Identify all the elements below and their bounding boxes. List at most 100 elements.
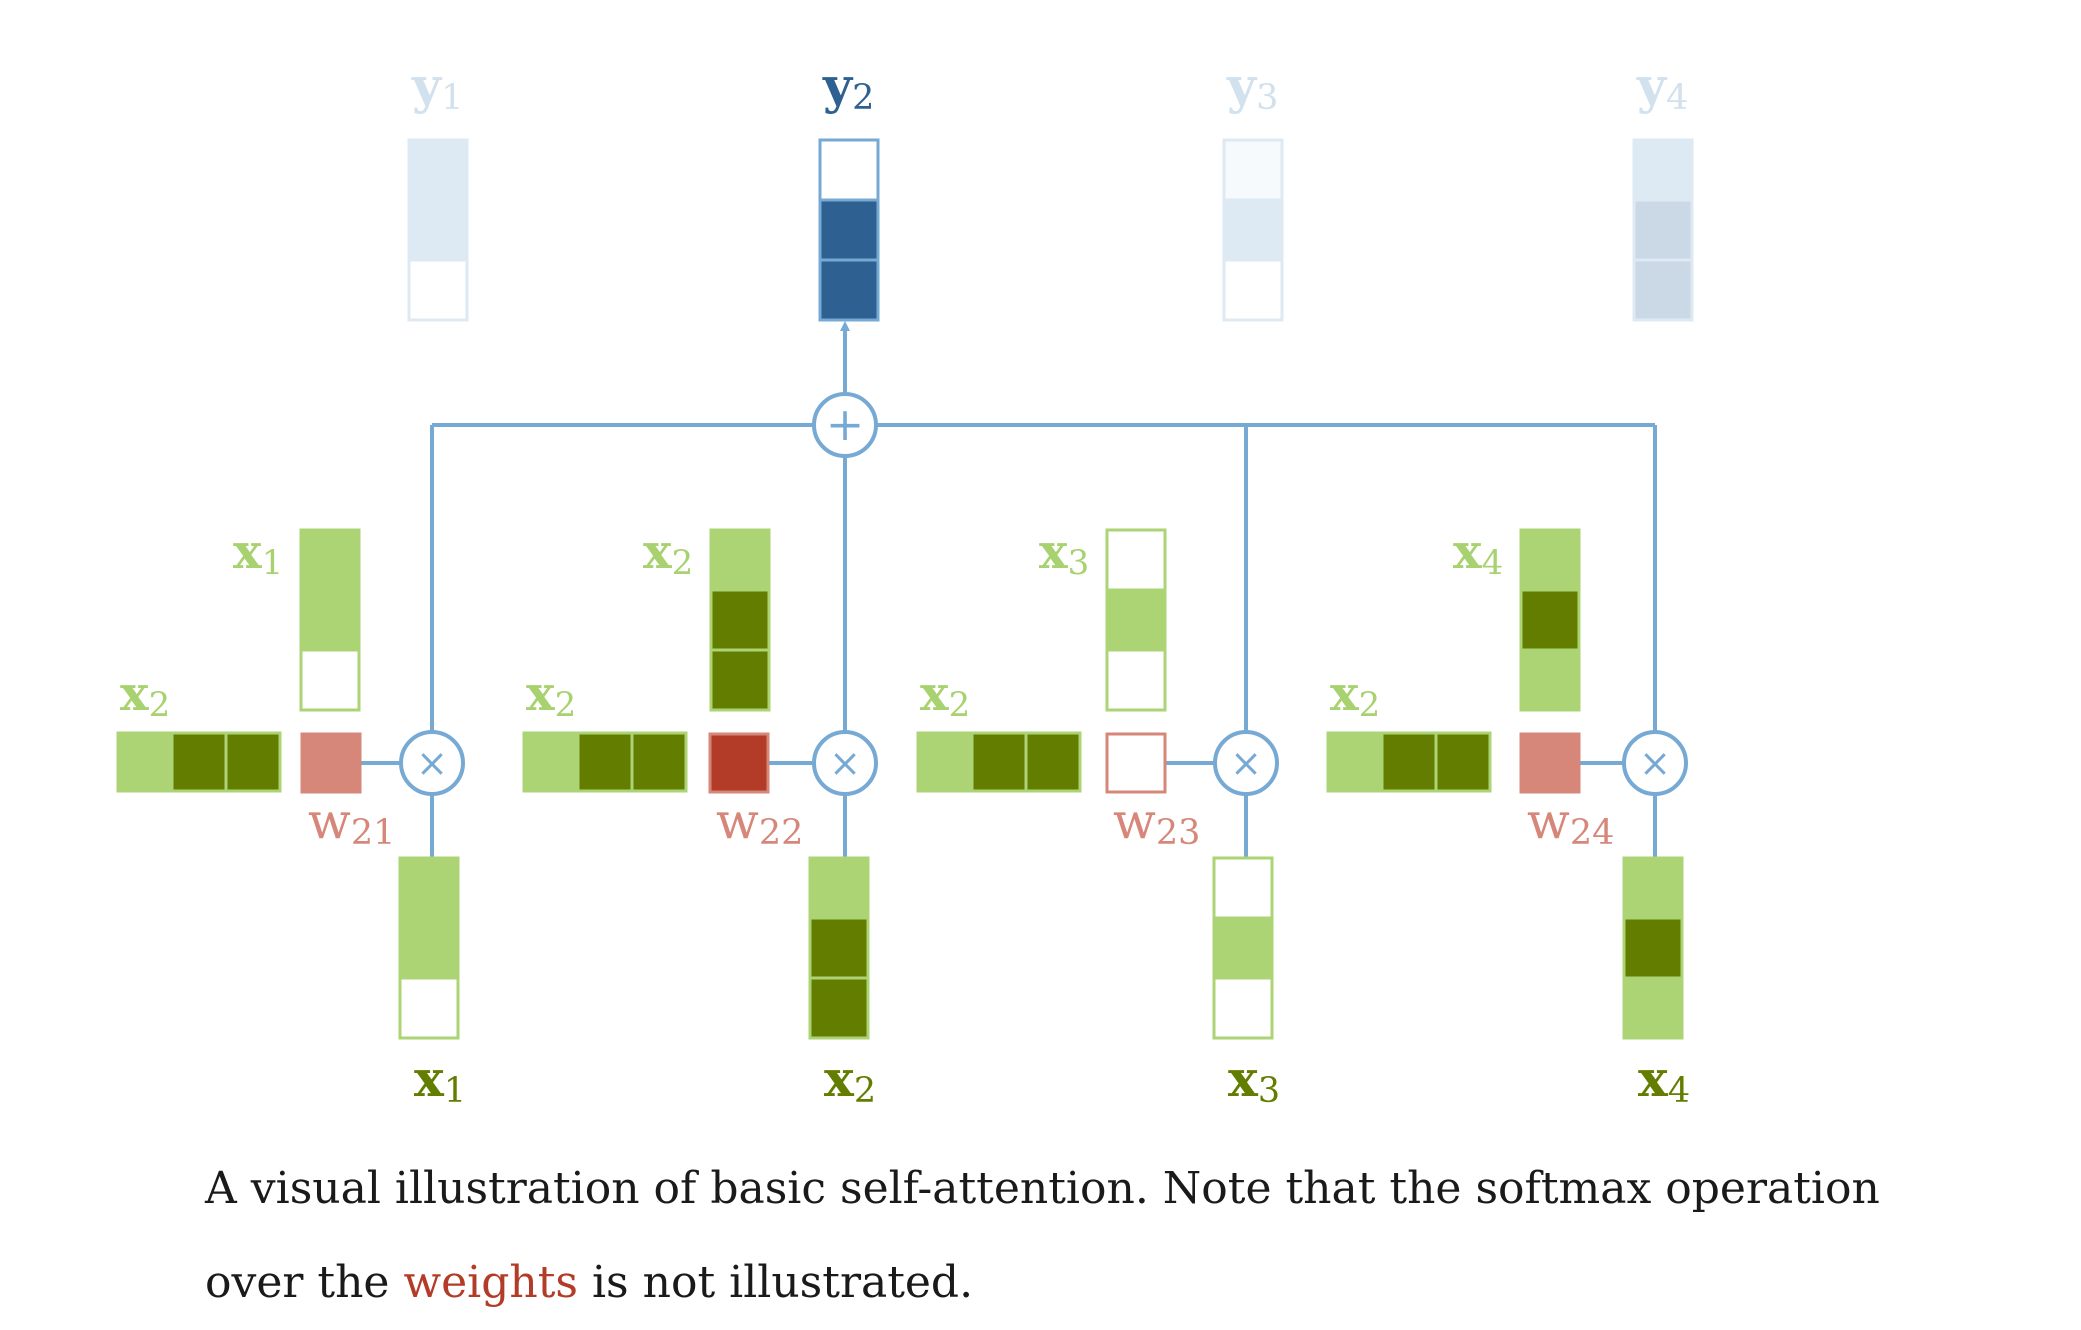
- key-label-x1: x1: [233, 524, 283, 583]
- query-vector-group-4-cell-1: [1326, 731, 1384, 793]
- query-vector-group-1: [116, 731, 282, 793]
- value-label-x4-subscript: 4: [1668, 1071, 1690, 1111]
- output-vector-y3-cell-1: [1222, 138, 1284, 202]
- value-vector-x2-cell-2: [808, 916, 870, 980]
- output-vector-y1-cell-3: [407, 258, 469, 322]
- query-vector-group-4-cell-3: [1434, 731, 1492, 793]
- multiply-symbol: ×: [416, 741, 448, 785]
- key-vector-x3-cell-2: [1105, 588, 1167, 652]
- output-vector-y2-cell-1: [818, 138, 880, 202]
- key-vector-x2-cell-1: [709, 528, 771, 592]
- weight-label-w22-main: w: [716, 792, 759, 850]
- query-vector-group-2: [522, 731, 688, 793]
- key-label-x2: x2: [643, 524, 693, 583]
- key-vector-x4-cell-3: [1519, 648, 1581, 712]
- query-vector-group-2-cell-3: [630, 731, 688, 793]
- query-label-group-4-subscript: 2: [1359, 685, 1381, 725]
- connector-lines: [360, 321, 1657, 858]
- query-vector-group-1-cell-3: [224, 731, 282, 793]
- output-label-y3-main: y: [1226, 56, 1258, 115]
- multiply-symbol: ×: [829, 741, 861, 785]
- vector-labels: y1 y2 y3 y4x1x2w21x1x2x2w22x2x3x2w23x3x4x2w…: [120, 56, 1690, 1111]
- sum-node: +: [812, 392, 878, 458]
- key-label-x4-main: x: [1453, 524, 1482, 580]
- query-label-group-1-main: x: [120, 666, 149, 722]
- weight-label-w21-subscript: 21: [351, 813, 396, 853]
- output-vector-y1-cell-2: [407, 198, 469, 262]
- value-vector-x4-cell-3: [1622, 976, 1684, 1040]
- value-label-x1-main: x: [414, 1049, 445, 1108]
- weight-label-w23-main: w: [1113, 792, 1156, 850]
- value-vector-x4: [1622, 856, 1684, 1040]
- key-vector-x2-cell-3: [709, 648, 771, 712]
- value-vector-x2: [808, 856, 870, 1040]
- value-label-x1: x1: [414, 1049, 466, 1111]
- weight-label-w22: w22: [716, 792, 803, 853]
- key-label-x3-subscript: 3: [1068, 543, 1090, 583]
- multiply-icon: [399, 730, 465, 796]
- value-vector-x1-cell-2: [398, 916, 460, 980]
- key-label-x3: x3: [1039, 524, 1089, 583]
- value-label-x1-subscript: 1: [444, 1071, 466, 1111]
- sum-symbol: +: [826, 397, 865, 451]
- output-label-y2-main: y: [822, 56, 854, 115]
- weight-label-w22-subscript: 22: [759, 813, 804, 853]
- weight-label-w24-main: w: [1527, 792, 1570, 850]
- query-vector-group-1-cell-1: [116, 731, 174, 793]
- query-label-group-1: x2: [120, 666, 170, 725]
- multiply-symbol: ×: [1230, 741, 1262, 785]
- key-label-x1-main: x: [233, 524, 262, 580]
- value-vector-x1-cell-1: [398, 856, 460, 920]
- query-vector-group-1-cell-2: [170, 731, 228, 793]
- output-vector-y2-cell-2: [818, 198, 880, 262]
- output-vector-y3-cell-3: [1222, 258, 1284, 322]
- query-vector-group-3-cell-3: [1024, 731, 1082, 793]
- output-vector-y2: [818, 138, 880, 322]
- weight-label-w23-subscript: 23: [1156, 813, 1201, 853]
- key-vector-x2-cell-2: [709, 588, 771, 652]
- query-label-group-2-main: x: [526, 666, 555, 722]
- output-label-y1-main: y: [411, 56, 443, 115]
- value-label-x3: x3: [1228, 1049, 1280, 1111]
- key-vector-x1-cell-1: [299, 528, 361, 592]
- value-label-x4: x4: [1638, 1049, 1690, 1111]
- query-label-group-2: x2: [526, 666, 576, 725]
- output-label-y4-subscript: 4: [1666, 78, 1688, 118]
- query-label-group-3: x2: [920, 666, 970, 725]
- output-vector-y4: [1632, 138, 1694, 322]
- weight-label-w24: w24: [1527, 792, 1614, 853]
- query-vector-group-3-cell-1: [916, 731, 974, 793]
- value-vector-x3-cell-2: [1212, 916, 1274, 980]
- caption-weights-link: weights: [403, 1257, 578, 1308]
- key-label-x2-subscript: 2: [672, 543, 694, 583]
- caption-text-after: is not illustrated.: [578, 1257, 974, 1308]
- value-vector-x4-cell-1: [1622, 856, 1684, 920]
- multiply-node-2: ×: [812, 730, 878, 796]
- output-label-y3: y3: [1226, 56, 1278, 118]
- value-label-x3-subscript: 3: [1258, 1071, 1280, 1111]
- key-label-x3-main: x: [1039, 524, 1068, 580]
- value-vector-x2-cell-3: [808, 976, 870, 1040]
- query-vector-group-4: [1326, 731, 1492, 793]
- key-vector-x3: [1105, 528, 1167, 712]
- query-label-group-2-subscript: 2: [555, 685, 577, 725]
- self-attention-diagram: × × × ×+ y1 y2 y3 y4x1x2w21x1x2x2w22x2x3x2w23x…: [116, 56, 1694, 1111]
- key-vector-x2: [709, 528, 771, 712]
- weight-box-w23: [1105, 732, 1167, 794]
- weight-box-w21: [300, 732, 362, 794]
- weight-label-w21-main: w: [308, 792, 351, 850]
- weight-label-w21: w21: [308, 792, 395, 853]
- operator-nodes: × × × × +: [399, 392, 1688, 796]
- query-vector-group-3-cell-2: [970, 731, 1028, 793]
- output-label-y4: y4: [1636, 56, 1688, 118]
- output-label-y4-main: y: [1636, 56, 1668, 115]
- query-vector-group-4-cell-2: [1380, 731, 1438, 793]
- key-label-x4: x4: [1453, 524, 1503, 583]
- key-vector-x4: [1519, 528, 1581, 712]
- output-vector-y2-cell-3: [818, 258, 880, 322]
- output-vector-y4-cell-2: [1632, 198, 1694, 262]
- multiply-node-3: ×: [1213, 730, 1279, 796]
- value-vector-x1: [398, 856, 460, 1040]
- key-vector-x3-cell-3: [1105, 648, 1167, 712]
- value-vector-x4-cell-2: [1622, 916, 1684, 980]
